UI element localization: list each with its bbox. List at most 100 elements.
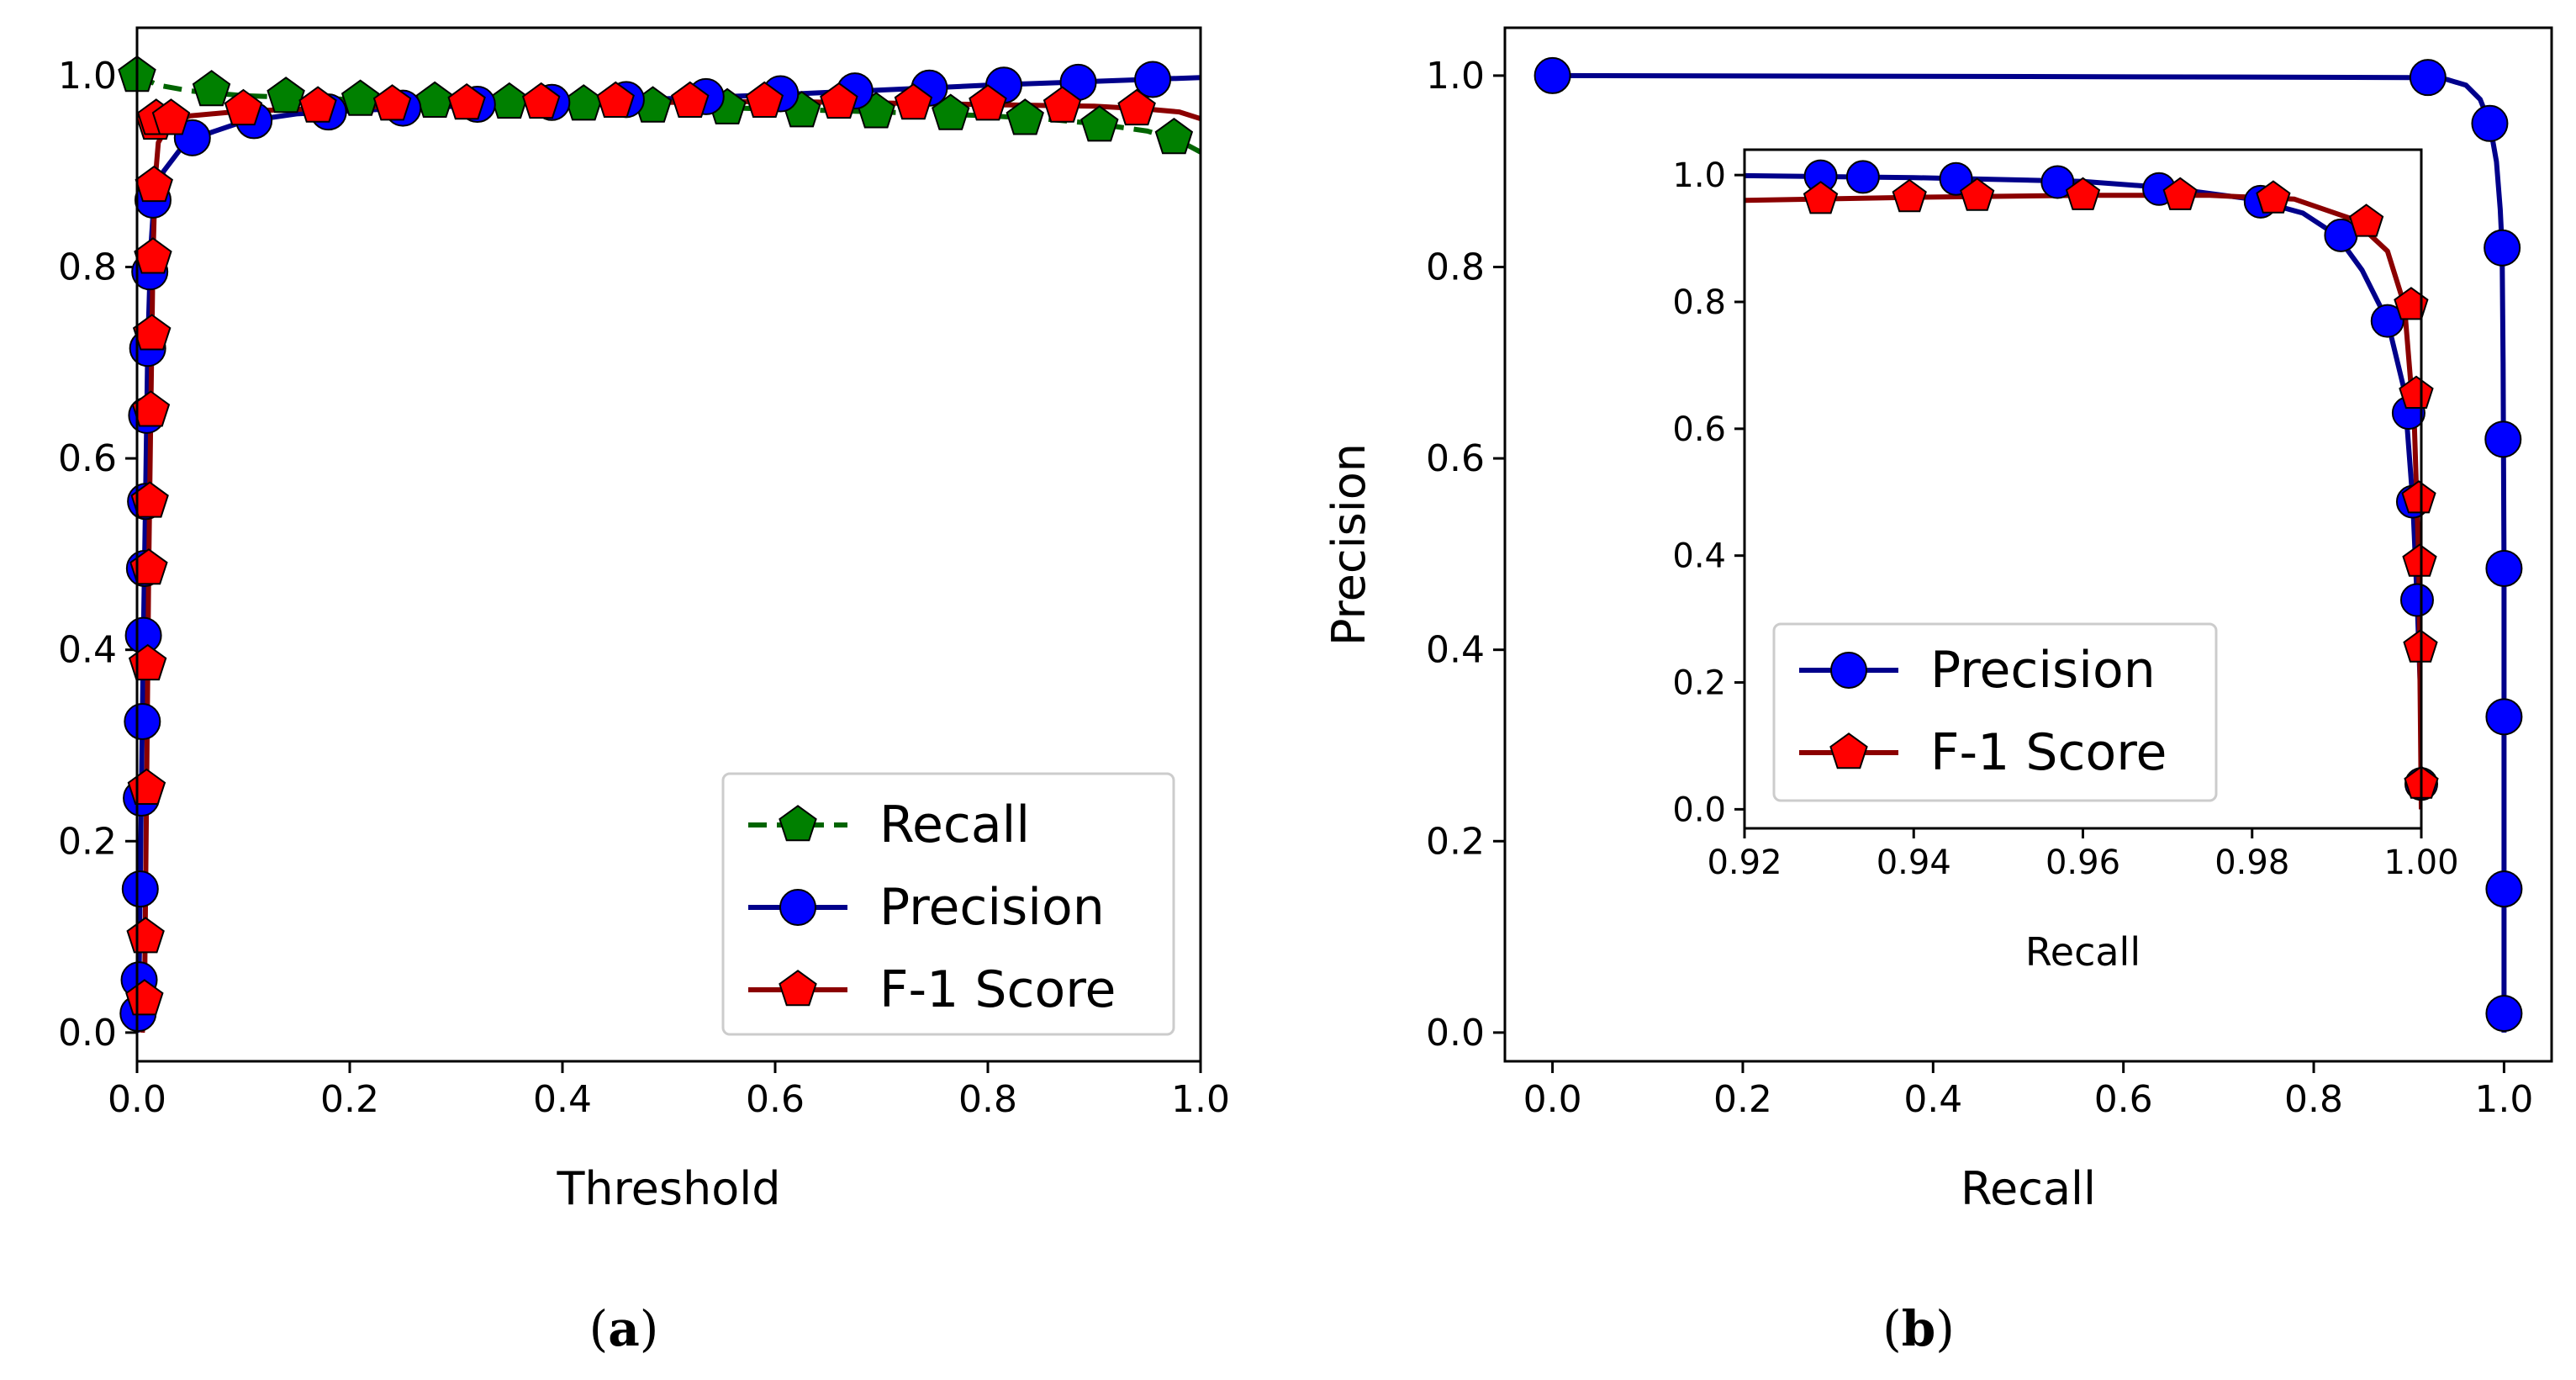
panel-a-frame [135,26,1202,1063]
panel-a-markers [118,55,1194,1033]
y-tick-label: 1.0 [1672,156,1726,195]
legend-label: Precision [1930,641,2156,700]
data-point-f-1-score [129,548,168,585]
y-tick-label: 0.4 [1672,537,1726,576]
data-point-f-1-score [132,314,172,351]
panel-a-x-axis-label: Threshold [556,1162,780,1215]
y-tick-label: 0.4 [1426,629,1485,672]
data-point-f-1-score [521,82,561,119]
data-point-f-1-score [1892,178,1927,213]
legend-marker [1830,652,1867,689]
data-point-recall [1006,98,1044,135]
legend-marker [779,805,817,842]
data-point-f-1-score [894,82,933,120]
data-point-precision [124,703,161,741]
y-tick-label: 0.6 [58,437,117,480]
data-point-f-1-score [447,82,486,120]
inset-ticks: 0.92 0.94 0.96 0.98 1.00 0.0 0.2 0.4 0.6 0.8 1.0 [1672,156,2458,882]
data-point-f-1-score [820,82,858,119]
x-tick-label: 0.4 [533,1078,592,1121]
data-point-f-1-score [127,768,166,805]
panel-b-caption: (b) [1882,1300,1955,1357]
data-point-f-1-score [372,84,412,121]
panel-a-legend: Recall Precision F-1 Score [721,772,1175,1036]
data-point-f-1-score [126,917,165,954]
panel-b-ticks: 0.0 0.2 0.4 0.6 0.8 1.0 0.0 0.2 0.4 0.6 0.8 1.0 [1426,55,2533,1121]
data-point-precision [2485,870,2523,908]
panel-b: 0.0 0.2 0.4 0.6 0.8 1.0 0.0 0.2 0.4 0.6 0.8 1.0 Rec… [1322,26,2553,1357]
panel-a-caption: (a) [589,1300,659,1357]
inset-legend: Precision F-1 Score [1772,622,2218,802]
data-point-recall [1154,117,1194,155]
data-point-f-1-score [125,979,164,1016]
x-tick-label: 1.0 [2474,1078,2533,1121]
panel-b-inset: 0.92 0.94 0.96 0.98 1.00 0.0 0.2 0.4 0.6 0.8 1.0 R… [1672,148,2459,975]
x-tick-label: 0.0 [1523,1078,1582,1121]
panel-b-frame [1503,26,2553,1063]
data-point-precision [2040,165,2075,199]
legend-marker [779,970,817,1007]
x-tick-label: 0.92 [1707,843,1782,882]
data-point-f-1-score [224,88,263,126]
data-point-f-1-score [2402,543,2437,577]
y-tick-label: 0.2 [1426,820,1485,863]
data-point-precision [2399,583,2434,617]
data-point-precision [1134,61,1172,98]
panel-b-y-axis-label: Precision [1322,443,1375,646]
x-tick-label: 0.8 [958,1078,1017,1121]
data-point-precision [2370,304,2404,338]
y-tick-label: 0.6 [1672,410,1726,449]
legend-box [721,772,1175,1036]
legend-label: Recall [879,796,1030,854]
data-point-f-1-score [671,81,710,118]
x-tick-label: 0.0 [108,1078,166,1121]
y-tick-label: 0.6 [1426,437,1485,480]
x-tick-label: 0.8 [2284,1078,2343,1121]
data-point-precision [1939,161,1973,196]
y-tick-label: 0.2 [58,820,117,863]
y-tick-label: 0.0 [1426,1012,1485,1055]
x-tick-label: 0.2 [320,1078,379,1121]
data-point-f-1-score [1960,177,1995,211]
y-tick-label: 0.0 [1672,790,1726,829]
x-tick-label: 0.94 [1877,843,1951,882]
data-point-f-1-score [596,81,635,118]
panel-b-x-axis-label: Recall [1961,1162,2096,1215]
data-point-f-1-score [745,81,784,118]
data-point-precision [2485,549,2523,587]
y-tick-label: 0.0 [58,1012,117,1055]
y-tick-label: 1.0 [1426,55,1485,98]
panel-b-markers [1533,56,2523,1033]
x-tick-label: 0.4 [1903,1078,1962,1121]
data-point-f-1-score [135,165,173,203]
y-tick-label: 0.4 [58,629,117,672]
data-point-precision [2485,995,2523,1033]
legend-label: F-1 Score [879,960,1116,1019]
panel-b-caption-letter: b [1902,1300,1936,1357]
data-point-f-1-score [1803,181,1839,214]
y-tick-label: 0.8 [1426,246,1485,288]
data-point-precision [2409,59,2447,97]
y-tick-label: 1.0 [58,55,117,98]
y-tick-label: 0.8 [58,246,117,288]
x-tick-label: 0.6 [746,1078,805,1121]
legend-label: Precision [879,878,1105,937]
data-point-recall [932,93,970,130]
data-point-f-1-score [2399,375,2434,409]
data-point-f-1-score [1043,86,1082,123]
y-tick-label: 0.2 [1672,664,1726,703]
legend-marker [779,889,816,926]
panel-a-caption-letter: a [608,1300,640,1357]
data-point-f-1-score [151,98,191,135]
data-point-f-1-score [2256,180,2291,214]
data-point-recall [1080,105,1119,142]
x-tick-label: 0.98 [2214,843,2289,882]
data-point-recall [267,77,305,114]
panel-a-ticks: 0.0 0.2 0.4 0.6 0.8 1.0 0.0 0.2 0.4 0.6 0.8 1.0 [58,55,1230,1121]
data-point-f-1-score [134,237,172,274]
data-point-f-1-score [2348,204,2384,237]
data-point-f-1-score [2065,177,2101,210]
data-point-f-1-score [969,84,1007,121]
data-point-precision [1845,160,1880,194]
